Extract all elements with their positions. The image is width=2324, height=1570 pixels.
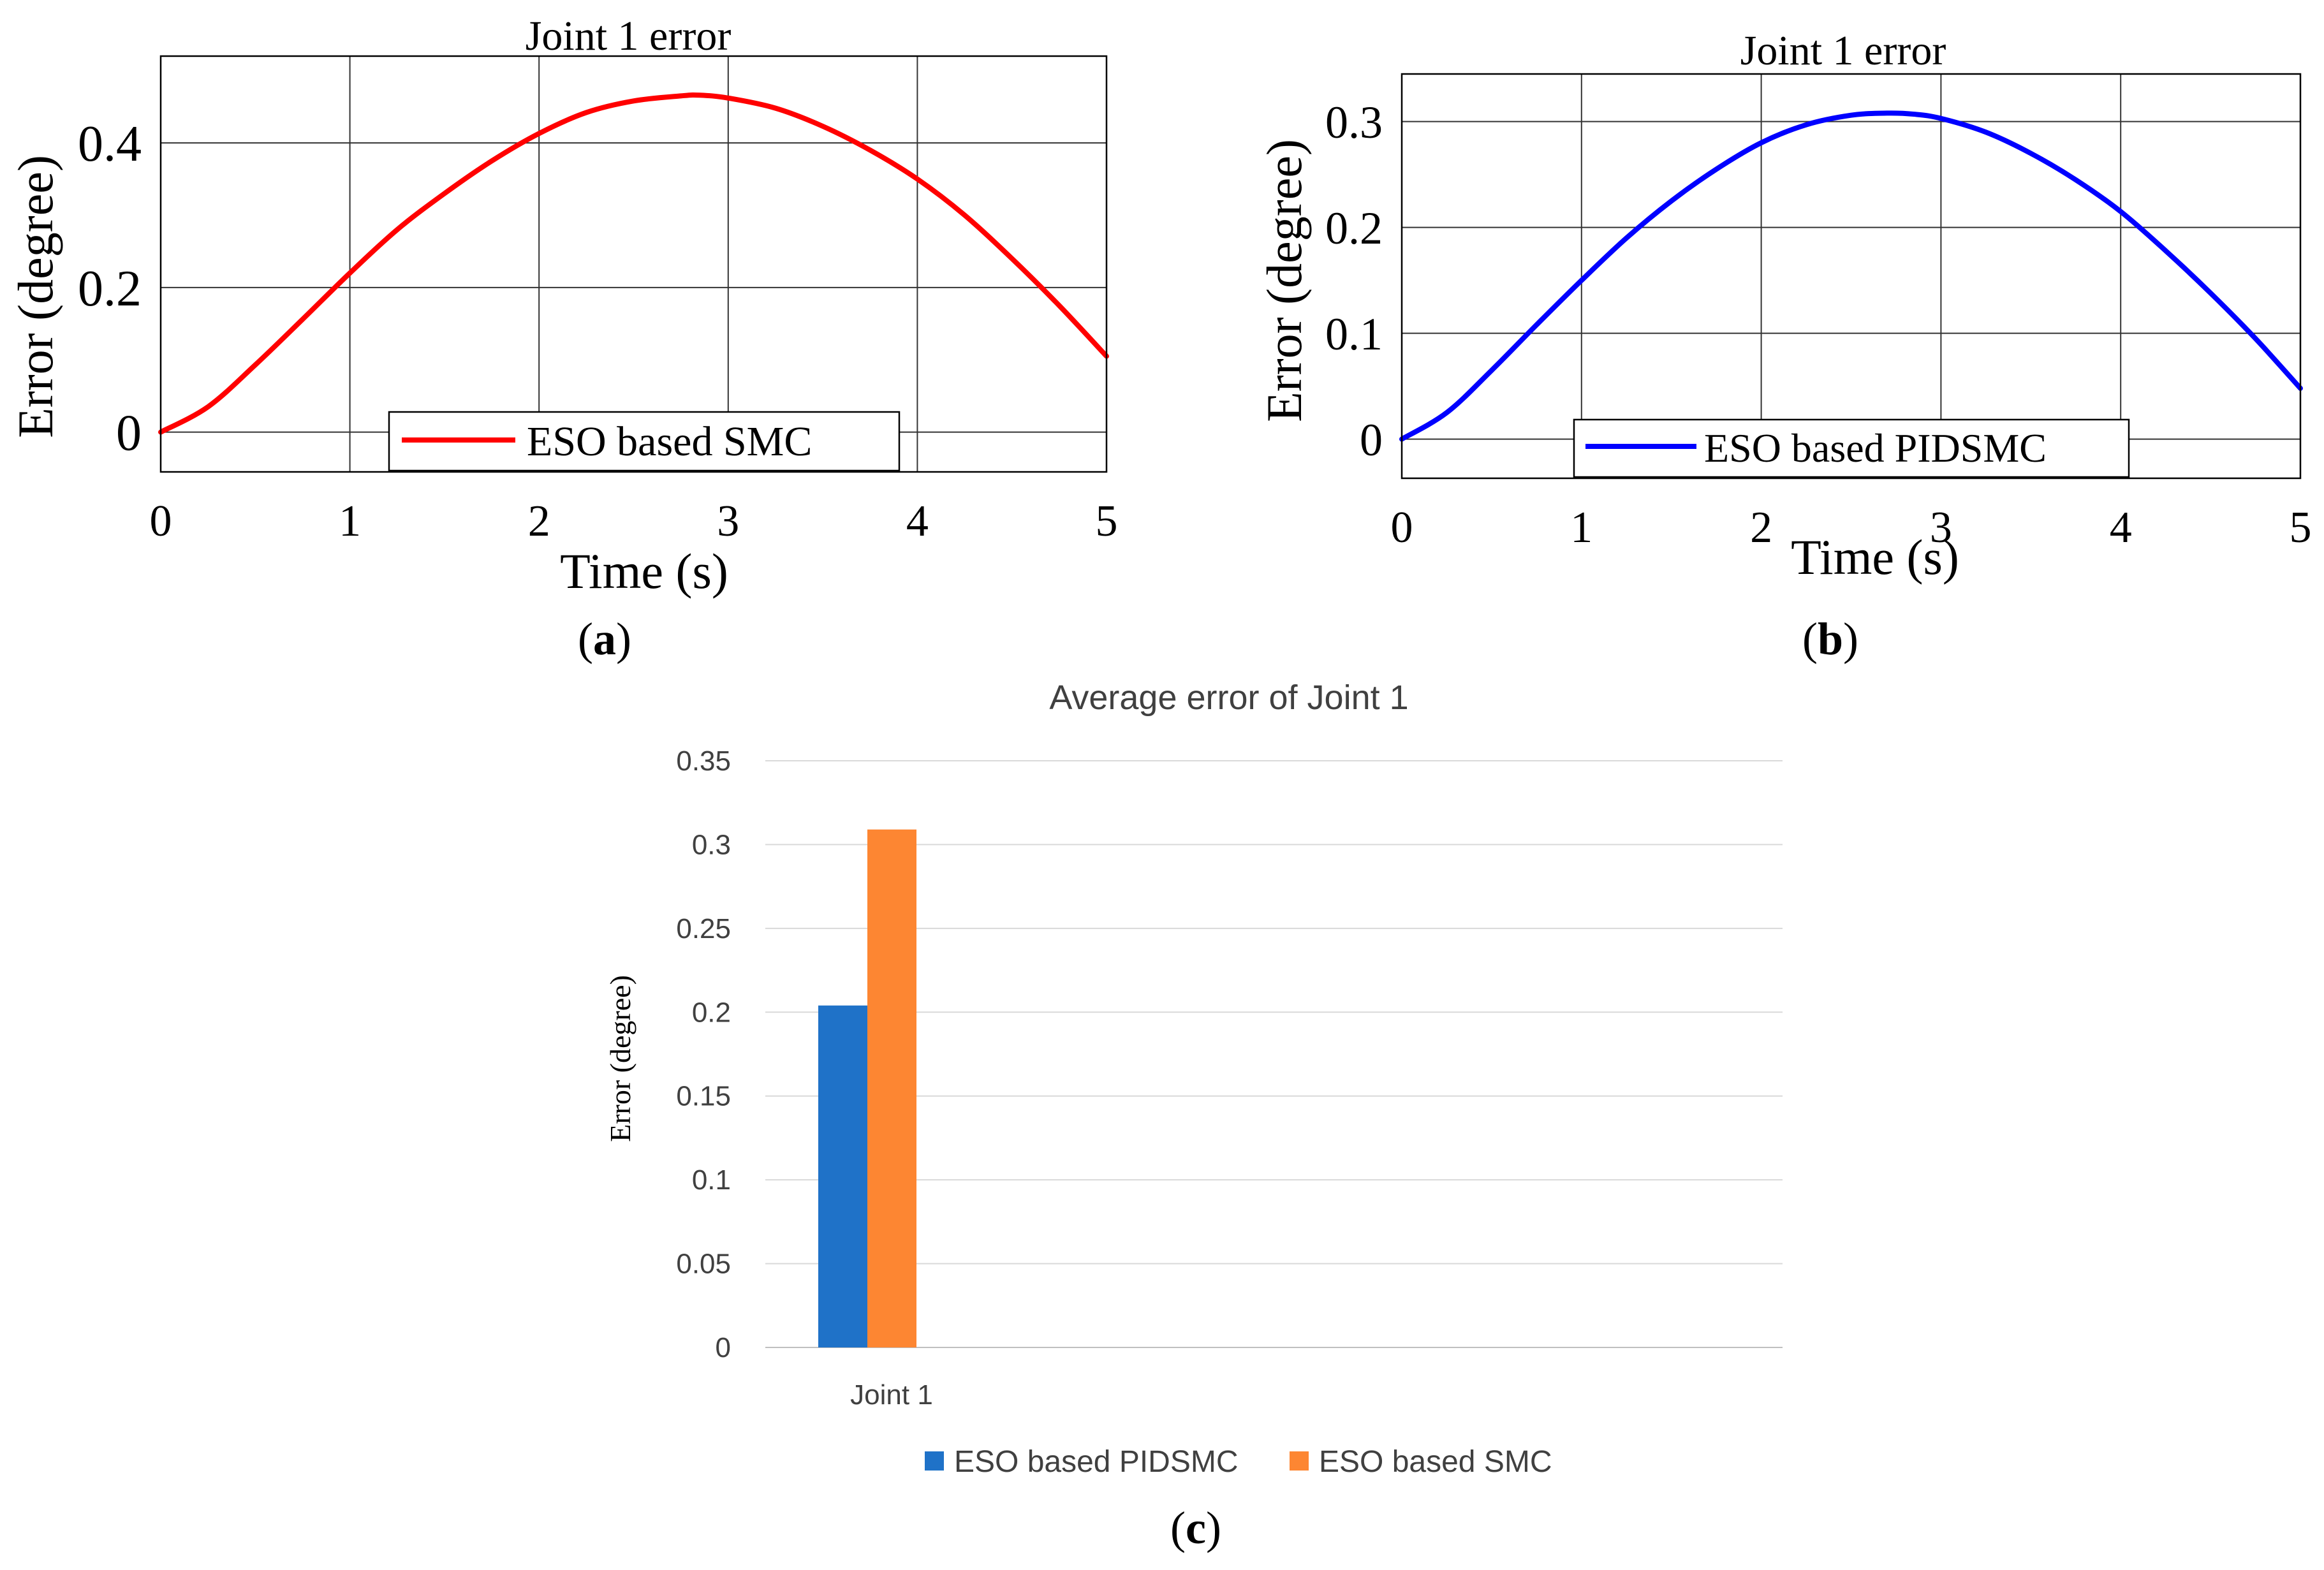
b-y-tick-3: 0.3	[1325, 97, 1383, 148]
a-y-tick-2: 0.4	[78, 116, 142, 172]
chart-c: 0 0.05 0.1 0.15 0.2 0.25 0.3 0.35 Joint 1 Avera…	[604, 679, 1783, 1479]
b-series	[1399, 110, 2303, 442]
c-legend: ESO based PIDSMC ESO based SMC	[925, 1445, 1552, 1479]
c-y-tick-6: 0.3	[692, 829, 731, 860]
b-x-tick-3: 3	[1930, 503, 1952, 552]
a-plot-frame	[159, 55, 1108, 473]
c-legend-swatch-smc	[1290, 1451, 1309, 1471]
c-legend-label-pidsmc: ESO based PIDSMC	[954, 1445, 1239, 1479]
b-x-tick-2: 2	[1750, 503, 1772, 552]
b-x-tick-1: 1	[1570, 503, 1592, 552]
a-series	[158, 92, 1109, 435]
a-series-line-0	[158, 92, 1109, 435]
a-y-tick-1: 0.2	[78, 261, 142, 317]
b-x-axis-label: Time (s)	[1791, 529, 1959, 585]
a-x-tick-2: 2	[528, 497, 550, 546]
c-y-tick-2: 0.1	[692, 1164, 731, 1196]
b-plot-frame	[1401, 73, 2302, 480]
c-y-tick-7: 0.35	[676, 745, 731, 777]
b-x-tick-labels: 0 1 2 3 4 5	[1391, 503, 2312, 552]
b-legend-label: ESO based PIDSMC	[1704, 425, 2047, 471]
caption-c: (c)	[1170, 1502, 1221, 1553]
a-x-tick-1: 1	[339, 497, 361, 546]
c-grid	[765, 760, 1783, 1348]
b-legend: ESO based PIDSMC	[1573, 418, 2130, 478]
caption-b: (b)	[1802, 613, 1858, 664]
b-x-tick-4: 4	[2110, 503, 2132, 552]
b-y-axis-label: Error (degree)	[1256, 139, 1312, 422]
c-y-tick-labels: 0 0.05 0.1 0.15 0.2 0.25 0.3 0.35	[676, 745, 731, 1363]
a-legend: ESO based SMC	[388, 411, 901, 472]
c-bar-0-0	[818, 1005, 867, 1347]
c-y-tick-1: 0.05	[676, 1249, 731, 1280]
a-x-tick-5: 5	[1096, 497, 1118, 546]
c-bar-1-0	[867, 829, 916, 1347]
b-y-tick-labels: 0 0.1 0.2 0.3	[1325, 97, 1383, 466]
a-x-tick-labels: 0 1 2 3 4 5	[150, 497, 1118, 546]
c-legend-swatch-pidsmc	[925, 1451, 944, 1471]
b-x-tick-0: 0	[1391, 503, 1413, 552]
b-chart-title: Joint 1 error	[1740, 27, 1946, 74]
a-y-tick-0: 0	[116, 406, 142, 462]
a-legend-label: ESO based SMC	[527, 418, 812, 465]
b-y-tick-0: 0	[1360, 415, 1383, 466]
caption-a: (a)	[578, 613, 631, 664]
c-y-tick-5: 0.25	[676, 913, 731, 944]
a-x-axis-label: Time (s)	[560, 543, 728, 599]
a-y-axis-label: Error (degree)	[8, 155, 63, 438]
chart-a: 0 1 2 3 4 5 0 0.2 0.4 Joint 1 error Time (s) Er…	[8, 13, 1118, 599]
chart-b: 0 1 2 3 4 5 0 0.1 0.2 0.3 Joint 1 error Time (s)…	[1256, 27, 2312, 585]
b-x-tick-5: 5	[2290, 503, 2312, 552]
a-x-tick-0: 0	[150, 497, 172, 546]
c-y-axis-label: Error (degree)	[604, 975, 636, 1142]
a-x-tick-4: 4	[906, 497, 929, 546]
a-chart-title: Joint 1 error	[526, 13, 732, 59]
c-chart-title: Average error of Joint 1	[1049, 679, 1408, 717]
a-y-tick-labels: 0 0.2 0.4	[78, 116, 142, 462]
c-category-label: Joint 1	[850, 1379, 933, 1411]
c-legend-label-smc: ESO based SMC	[1319, 1445, 1552, 1479]
b-y-tick-2: 0.2	[1325, 203, 1383, 254]
a-x-tick-3: 3	[717, 497, 739, 546]
b-series-line-0	[1399, 110, 2303, 442]
b-y-tick-1: 0.1	[1325, 309, 1383, 360]
c-y-tick-4: 0.2	[692, 997, 731, 1028]
c-y-tick-3: 0.15	[676, 1081, 731, 1112]
c-bars	[818, 829, 916, 1347]
c-y-tick-0: 0	[716, 1332, 731, 1363]
